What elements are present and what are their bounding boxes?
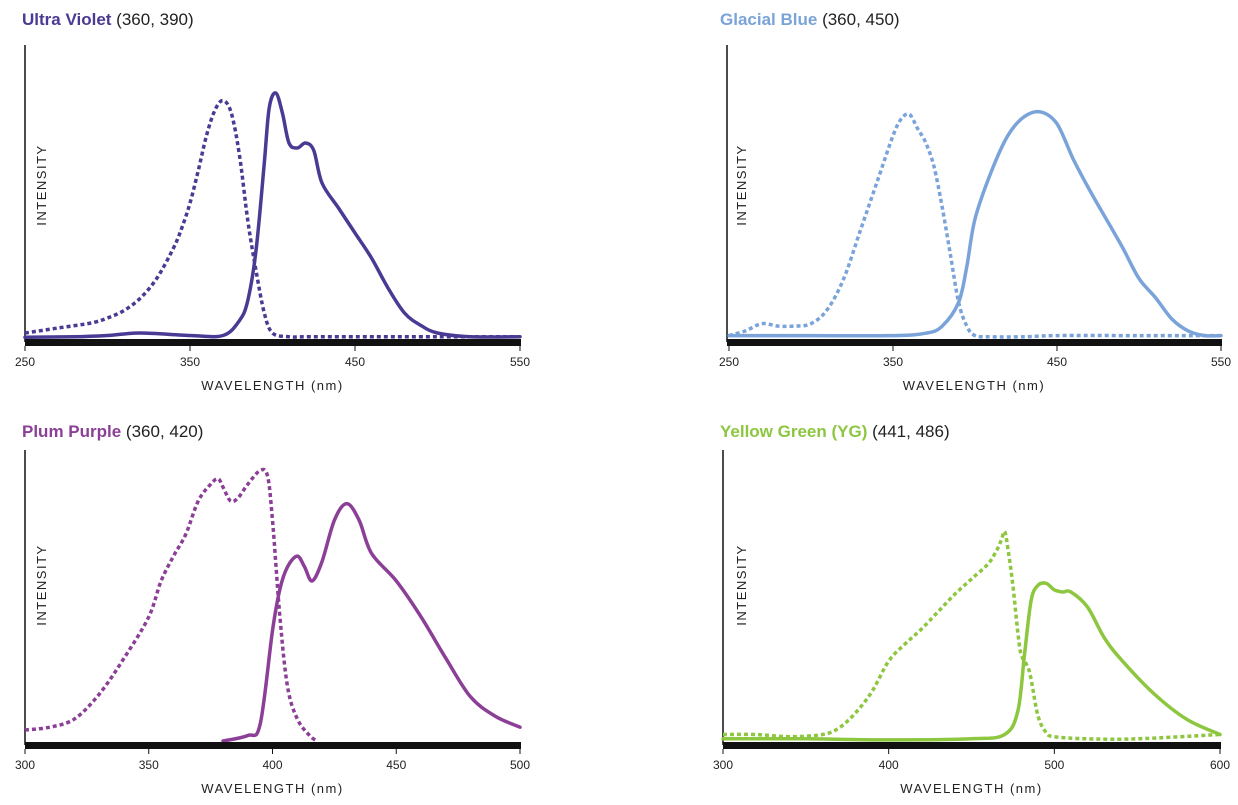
x-tick-label: 600 (1210, 758, 1230, 772)
chart-svg: 250 350 450 550 WAVELENGTH (nm) INTENSITY (719, 45, 1231, 393)
chart-title-block: Glacial Blue (360, 450) (720, 10, 900, 30)
x-tick-label: 550 (510, 355, 530, 369)
chart-panel-0: Ultra Violet (360, 390) 250 350 450 550 WAVE… (0, 0, 620, 400)
x-tick-label: 350 (139, 758, 159, 772)
chart-title: Glacial Blue (720, 10, 818, 29)
x-axis-bar (25, 742, 521, 749)
x-tick-label: 250 (719, 355, 739, 369)
emission-series-line (23, 91, 522, 340)
chart-title-block: Plum Purple (360, 420) (22, 422, 203, 442)
chart-title: Plum Purple (22, 422, 122, 441)
chart-subtitle: (441, 486) (872, 422, 950, 441)
x-tick-label: 450 (386, 758, 406, 772)
chart-panel-2: Plum Purple (360, 420) 300 350 400 450 500 WA… (0, 405, 620, 805)
chart-svg: 250 350 450 550 WAVELENGTH (nm) INTENSITY (15, 45, 530, 393)
x-tick-label: 300 (713, 758, 733, 772)
x-tick-label: 300 (15, 758, 35, 772)
emission-series-line (721, 581, 1222, 742)
excitation-series-line (722, 529, 1221, 742)
x-axis-bar (723, 742, 1221, 749)
y-axis-label: INTENSITY (34, 144, 49, 225)
x-tick-label: 350 (180, 355, 200, 369)
x-tick-label: 450 (345, 355, 365, 369)
x-tick-label: 450 (1047, 355, 1067, 369)
x-tick-label: 550 (1211, 355, 1231, 369)
x-axis-label: WAVELENGTH (nm) (201, 781, 343, 796)
chart-subtitle: (360, 450) (822, 10, 900, 29)
x-tick-label: 350 (883, 355, 903, 369)
x-axis-bar (727, 339, 1222, 346)
x-tick-label: 400 (262, 758, 282, 772)
x-tick-label: 250 (15, 355, 35, 369)
chart-svg: 300 400 500 600 WAVELENGTH (nm) INTENSITY (713, 450, 1230, 796)
x-tick-label: 500 (510, 758, 530, 772)
chart-title: Ultra Violet (22, 10, 112, 29)
chart-subtitle: (360, 390) (116, 10, 194, 29)
excitation-series-line (24, 98, 520, 339)
excitation-series-line (24, 467, 319, 743)
x-tick-label: 400 (879, 758, 899, 772)
x-axis-label: WAVELENGTH (nm) (900, 781, 1042, 796)
x-axis-bar (25, 339, 521, 346)
chart-panel-1: Glacial Blue (360, 450) 250 350 450 550 WAVE… (705, 0, 1238, 400)
y-axis-label: INTENSITY (34, 544, 49, 625)
emission-series-line (221, 501, 522, 743)
chart-title-block: Yellow Green (YG) (441, 486) (720, 422, 950, 442)
chart-subtitle: (360, 420) (125, 422, 204, 441)
x-tick-label: 500 (1044, 758, 1064, 772)
excitation-series-line (728, 112, 1221, 339)
chart-svg: 300 350 400 450 500 WAVELENGTH (nm) INTENSITY (15, 450, 530, 796)
x-axis-label: WAVELENGTH (nm) (201, 378, 343, 393)
chart-title-block: Ultra Violet (360, 390) (22, 10, 194, 30)
chart-panel-3: Yellow Green (YG) (441, 486) 300 400 500 60… (705, 405, 1238, 805)
x-axis-label: WAVELENGTH (nm) (903, 378, 1045, 393)
y-axis-label: INTENSITY (734, 544, 749, 625)
y-axis-label: INTENSITY (734, 144, 749, 225)
emission-series-line (727, 109, 1223, 338)
chart-title: Yellow Green (YG) (720, 422, 868, 441)
